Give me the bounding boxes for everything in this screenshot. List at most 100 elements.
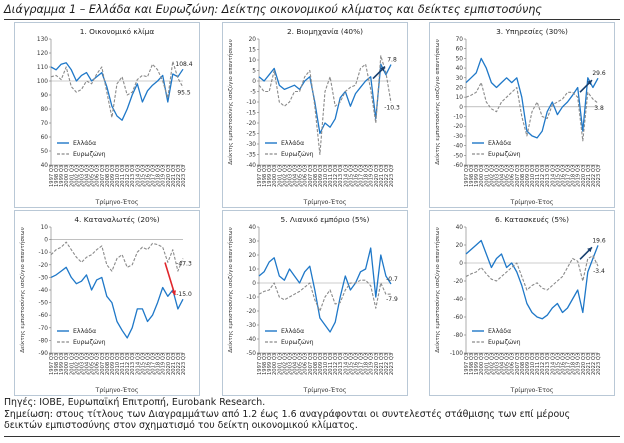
y-tick-label: -60 [454, 163, 464, 169]
x-tick-label: 1998 Q3 [54, 353, 60, 375]
x-tick-label: 1998 Q3 [54, 165, 60, 187]
x-tick-label: 2000 Q3 [272, 165, 278, 187]
x-tick-label: 2002 Q3 [489, 353, 495, 375]
x-tick-label: 2000 Q3 [64, 165, 70, 187]
x-tick-label: 2021 Q3 [171, 353, 177, 375]
x-tick-label: 2023 Q3 [389, 353, 395, 375]
x-tick-label: 2015 Q3 [140, 353, 146, 375]
y-tick-label: 60 [41, 135, 49, 141]
legend-label-eurozone: Ευρωζώνη [281, 150, 314, 158]
x-tick-label: 2007 Q3 [515, 353, 521, 375]
y-tick-label: 20 [249, 37, 257, 43]
chart-svg-5: 5. Λιανικό εμπόριο (5%) Δείκτης εμπιστοσύ… [227, 215, 398, 394]
x-tick-label: 2010 Q3 [530, 165, 536, 187]
x-tick-label: 2008 Q3 [520, 353, 526, 375]
x-tick-label: 2019 Q3 [161, 165, 167, 187]
x-axis-label: Τρίμηνο-Έτος [95, 198, 139, 206]
x-tick-label: 2019 Q3 [161, 353, 167, 375]
x-tick-label: 2014 Q3 [550, 353, 556, 375]
x-tick-label: 2002 Q3 [282, 165, 288, 187]
y-axis-label: Δείκτης εμπιστοσύνης ισοζύγιο απαντήσεων [227, 39, 234, 164]
x-tick-label: 2021 Q3 [379, 165, 385, 187]
chart-panel-services: 3. Υπηρεσίες (30%) Δείκτης εμπιστοσύνης ι… [429, 22, 615, 208]
legend-label-eurozone: Ευρωζώνη [73, 150, 106, 158]
y-tick-label: 20 [456, 85, 464, 91]
x-tick-label: 2017 Q3 [151, 165, 157, 187]
series-line-eurozone [258, 55, 392, 156]
x-tick-label: 2020 Q3 [166, 353, 172, 375]
y-tick-label: -20 [247, 309, 257, 315]
y-tick-label: -60 [454, 315, 464, 321]
x-tick-label: 2017 Q3 [359, 353, 365, 375]
y-tick-label: -30 [247, 142, 257, 148]
y-tick-label: -20 [454, 124, 464, 130]
x-tick-label: 2004 Q3 [500, 353, 506, 375]
x-tick-label: 2003 Q3 [287, 165, 293, 187]
y-axis-label: Δείκτης εμπιστοσύνης ισοζύγιο απαντήσεων [434, 227, 441, 352]
last-value-label: 108.4 [175, 61, 192, 68]
x-tick-label: 2016 Q3 [145, 353, 151, 375]
x-tick-label: 2003 Q3 [287, 353, 293, 375]
y-axis-label: Δείκτης εμπιστοσύνης ισοζύγιο απαντήσεων [19, 227, 26, 352]
x-tick-label: 2003 Q3 [79, 353, 85, 375]
y-tick-label: 70 [456, 37, 464, 43]
x-tick-label: 2001 Q3 [484, 353, 490, 375]
y-tick-label: 10 [249, 58, 257, 64]
x-tick-label: 2005 Q3 [298, 353, 304, 375]
y-tick-label: -70 [39, 326, 49, 332]
legend-label-greece: Ελλάδα [73, 139, 96, 147]
x-tick-label: 2022 Q3 [384, 165, 390, 187]
x-tick-label: 1998 Q3 [469, 165, 475, 187]
last-value-label: -3.4 [593, 268, 605, 275]
x-axis-label: Τρίμηνο-Έτος [303, 198, 347, 206]
trend-arrow-head [380, 66, 385, 72]
x-tick-label: 2007 Q3 [515, 165, 521, 187]
chart-title: 1. Οικονομικό κλίμα [80, 27, 155, 36]
y-axis-label: Δείκτης εμπιστοσύνης ισοζύγιο απαντήσεων [227, 227, 234, 352]
x-tick-label: 2000 Q3 [64, 353, 70, 375]
series-line-eurozone [50, 241, 184, 272]
series-line-eurozone [465, 82, 599, 142]
x-tick-label: 2008 Q3 [105, 165, 111, 187]
x-tick-label: 2023 Q3 [389, 165, 395, 187]
x-tick-label: 2002 Q3 [489, 165, 495, 187]
y-tick-label: 0 [44, 238, 48, 244]
legend-label-greece: Ελλάδα [488, 139, 511, 147]
series-line-greece [465, 57, 599, 139]
x-tick-label: 2023 Q3 [181, 165, 187, 187]
y-tick-label: -40 [247, 163, 257, 169]
series-line-eurozone [465, 255, 599, 291]
y-tick-label: 50 [41, 149, 49, 155]
y-tick-label: -50 [454, 153, 464, 159]
y-tick-label: 40 [456, 66, 464, 72]
x-tick-label: 2007 Q3 [308, 353, 314, 375]
x-tick-label: 2002 Q3 [74, 165, 80, 187]
x-tick-label: 2008 Q3 [520, 165, 526, 187]
x-axis-label: Τρίμηνο-Έτος [303, 386, 347, 394]
x-tick-label: 2002 Q3 [74, 353, 80, 375]
y-tick-label: -10 [247, 295, 257, 301]
x-tick-label: 2005 Q3 [90, 165, 96, 187]
x-tick-label: 1997 Q3 [49, 353, 55, 375]
title-divider [4, 19, 620, 20]
x-tick-label: 2021 Q3 [379, 353, 385, 375]
x-tick-label: 2009 Q3 [318, 353, 324, 375]
series-line-greece [258, 247, 392, 333]
x-tick-label: 2021 Q3 [586, 165, 592, 187]
x-tick-label: 2005 Q3 [298, 165, 304, 187]
x-tick-label: 2022 Q3 [384, 353, 390, 375]
y-tick-label: 0 [459, 105, 463, 111]
x-tick-label: 2016 Q3 [353, 165, 359, 187]
x-tick-label: 2019 Q3 [576, 353, 582, 375]
x-tick-label: 2016 Q3 [353, 353, 359, 375]
x-tick-label: 2010 Q3 [115, 353, 121, 375]
source-note: Πηγές: IOBE, Ευρωπαϊκή Επιτροπή, Euroban… [4, 397, 266, 408]
x-tick-label: 1997 Q3 [49, 165, 55, 187]
x-tick-label: 2013 Q3 [338, 353, 344, 375]
x-tick-label: 2017 Q3 [566, 353, 572, 375]
x-tick-label: 2009 Q3 [525, 353, 531, 375]
chart-panel-industry: 2. Βιομηχανία (40%) Δείκτης εμπιστοσύνης … [222, 22, 408, 208]
x-tick-label: 2008 Q3 [313, 353, 319, 375]
x-tick-label: 2013 Q3 [338, 165, 344, 187]
y-tick-label: -20 [454, 279, 464, 285]
